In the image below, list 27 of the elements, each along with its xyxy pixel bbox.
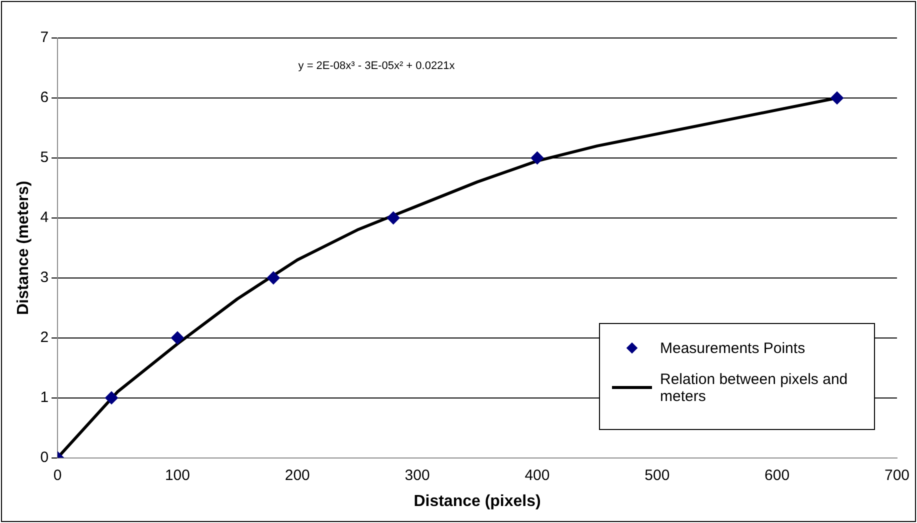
legend-label: Measurements Points	[660, 340, 806, 357]
x-tick-label: 300	[404, 466, 430, 484]
y-tick-label: 0	[40, 448, 49, 466]
x-tick-label: 400	[524, 466, 550, 484]
x-axis-title: Distance (pixels)	[414, 492, 541, 510]
legend-label: Relation between pixels and meters	[660, 370, 849, 405]
x-tick-label: 200	[284, 466, 310, 484]
x-tick-label: 500	[644, 466, 670, 484]
y-axis-title: Distance (meters)	[15, 180, 32, 316]
y-tick-label: 3	[40, 269, 49, 286]
point	[266, 271, 280, 284]
y-tick-label: 5	[40, 149, 49, 166]
y-tick-label: 2	[40, 329, 49, 346]
y-tick-label: 6	[40, 89, 49, 106]
y-tick-label: 4	[40, 209, 49, 226]
point	[386, 211, 400, 224]
x-tick-label: 600	[764, 466, 790, 484]
point	[530, 151, 544, 164]
point	[170, 331, 184, 344]
y-tick-label: 1	[40, 388, 49, 406]
x-tick-label: 700	[884, 466, 910, 484]
point	[105, 391, 118, 404]
annotation: y = 2E-08x³ - 3E-05x² + 0.0221x	[298, 60, 456, 72]
x-tick-label: 0	[53, 466, 62, 484]
x-tick-label: 100	[164, 466, 190, 484]
point	[830, 91, 844, 104]
y-tick-label: 7	[40, 29, 49, 46]
